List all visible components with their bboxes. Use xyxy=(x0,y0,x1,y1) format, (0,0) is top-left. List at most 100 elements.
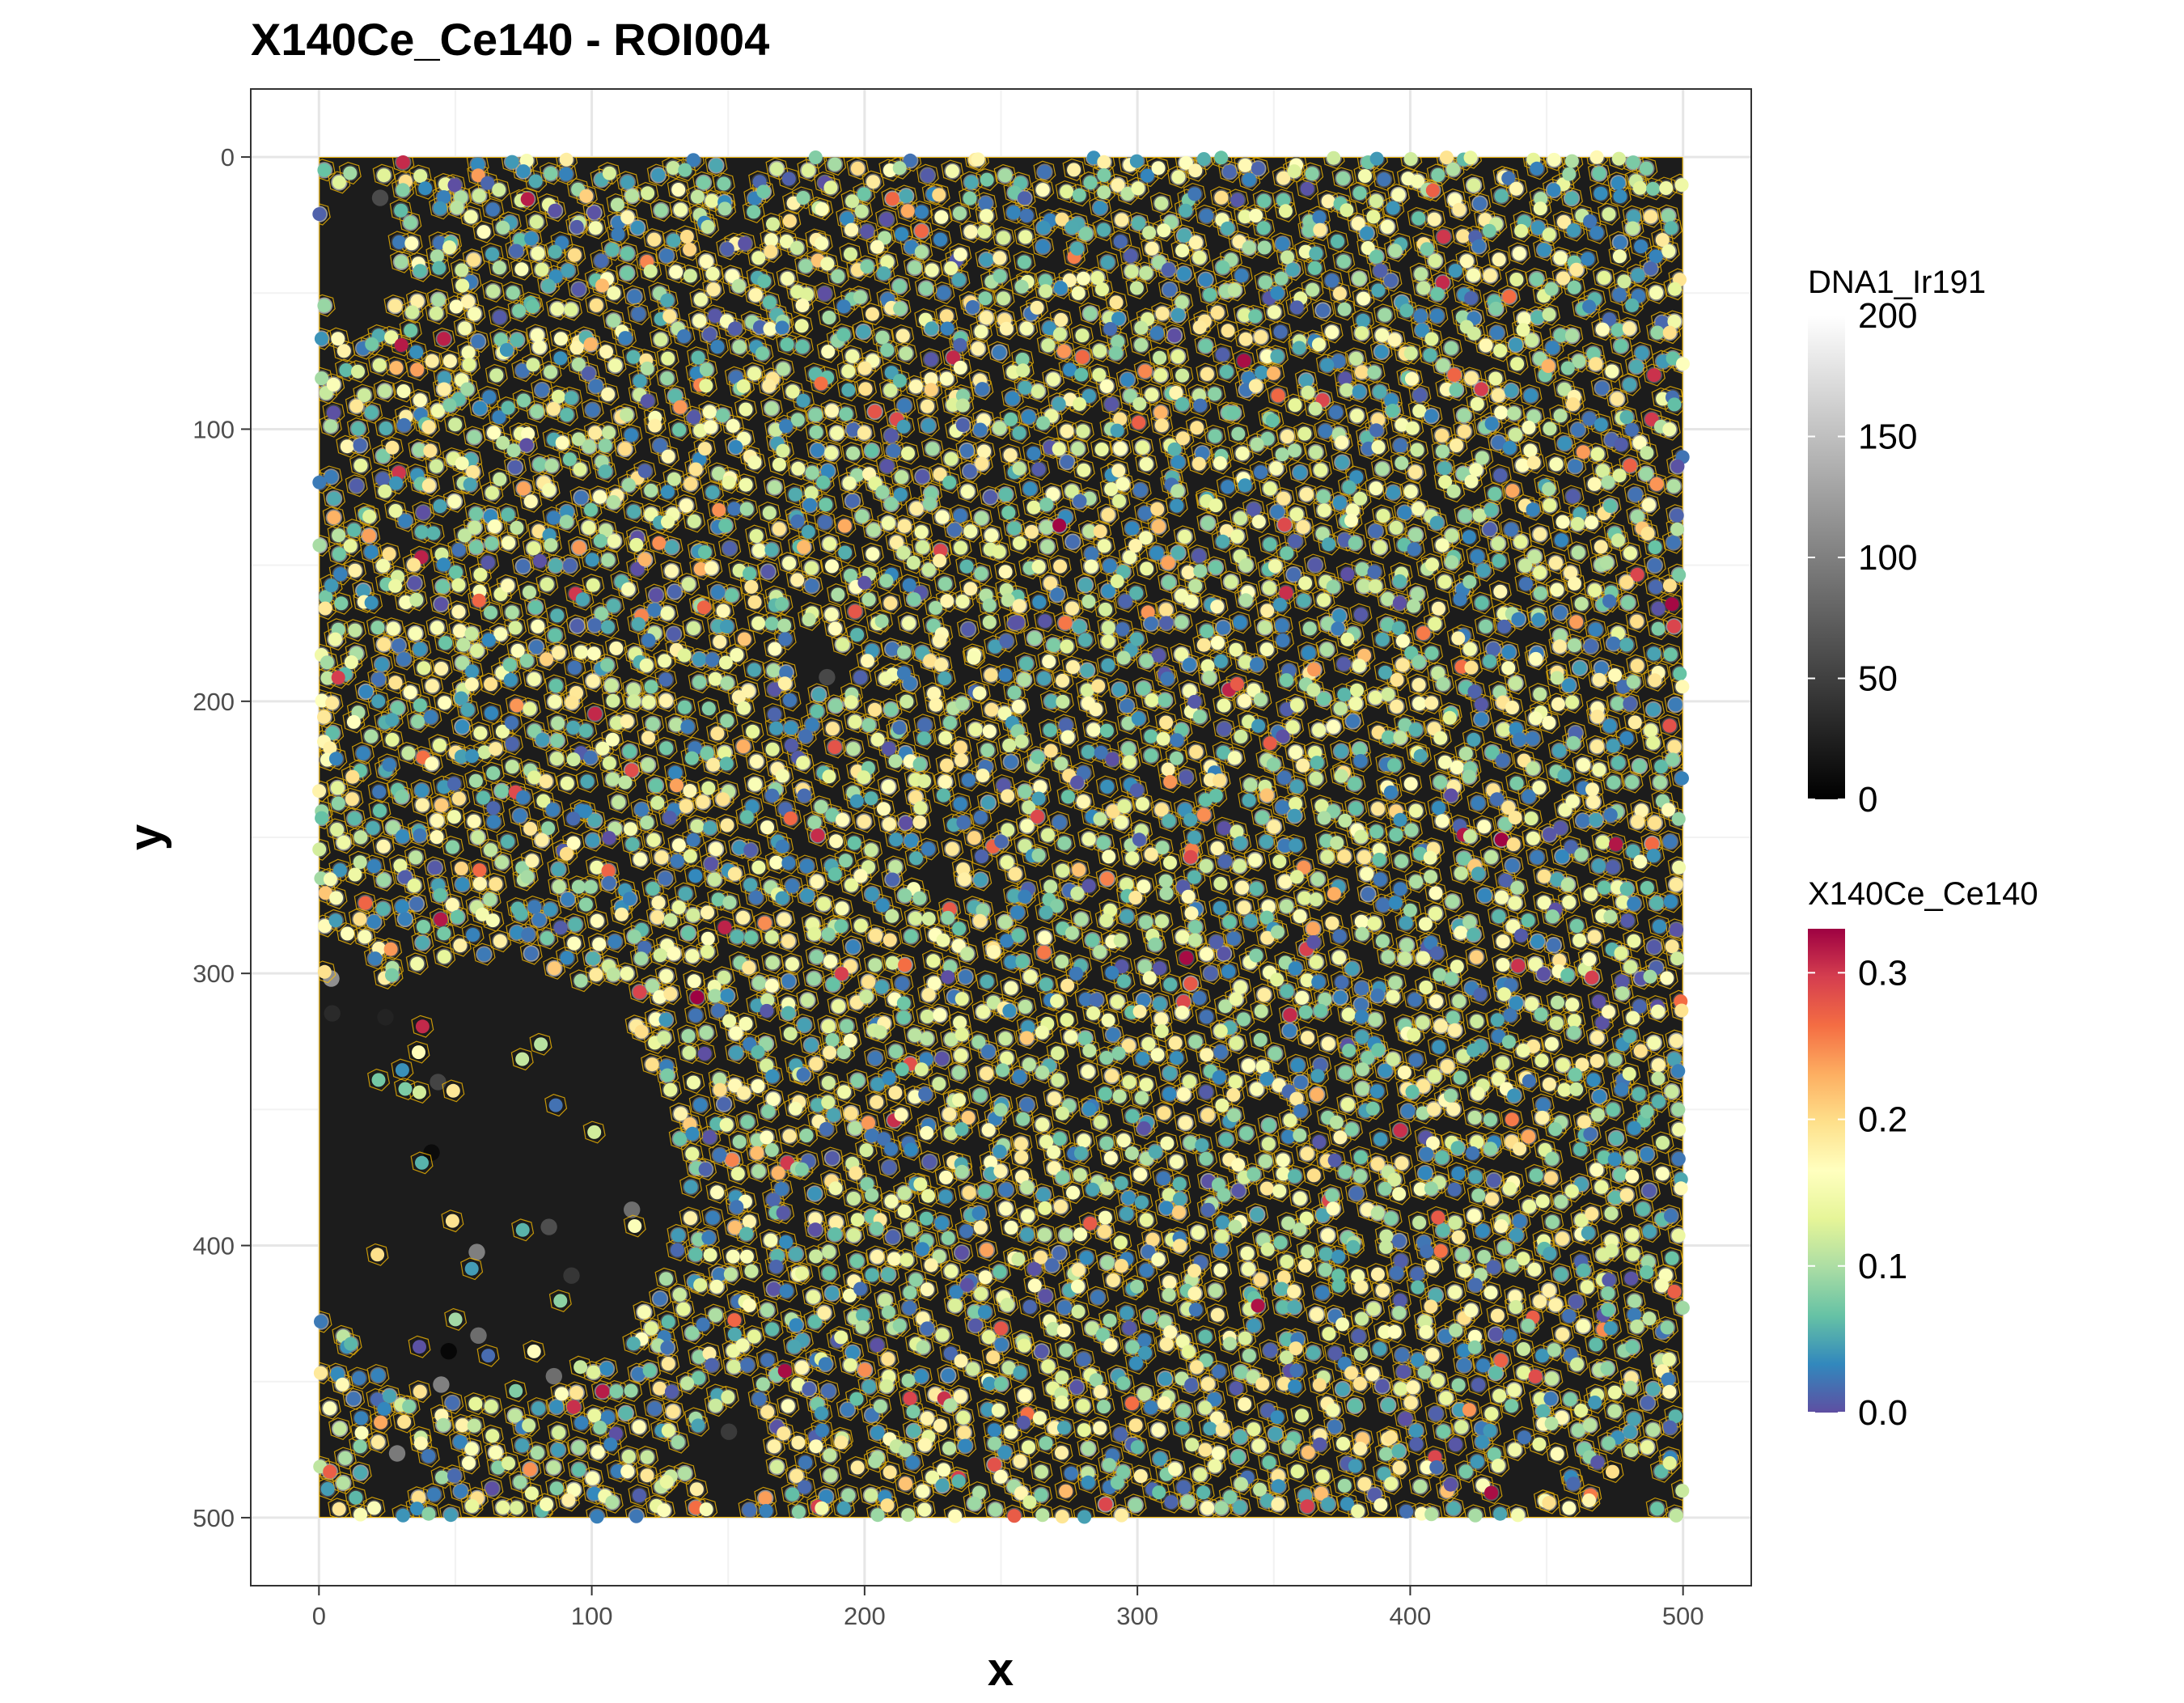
cell-point xyxy=(1131,181,1145,195)
cell-point xyxy=(1238,159,1252,172)
cell-point xyxy=(919,282,933,295)
cell-point xyxy=(993,251,1006,265)
cell-point xyxy=(732,279,746,293)
dna-nucleus xyxy=(468,1243,485,1260)
cell-point xyxy=(1369,194,1383,208)
cell-point xyxy=(589,221,603,235)
cell-point xyxy=(823,180,837,194)
cell-point xyxy=(1072,286,1086,300)
cell-point xyxy=(1370,152,1384,166)
cell-point xyxy=(1612,152,1626,166)
cell-point xyxy=(517,164,531,178)
cell-point xyxy=(1484,269,1497,282)
cell-point xyxy=(954,248,967,261)
cell-point xyxy=(866,307,879,321)
cell-point xyxy=(1171,170,1185,184)
cell-point xyxy=(851,162,865,176)
cell-point xyxy=(1464,291,1478,305)
cell-point xyxy=(395,255,408,269)
cell-point xyxy=(1275,272,1289,286)
cell-point xyxy=(893,279,907,293)
cell-point xyxy=(405,305,419,319)
cell-point xyxy=(1644,261,1657,275)
cell-point xyxy=(526,299,540,313)
cell-point xyxy=(1257,194,1271,208)
cell-point xyxy=(628,290,641,303)
cell-point xyxy=(844,223,858,237)
dna-nucleus xyxy=(540,1218,557,1235)
cell-point xyxy=(521,193,535,206)
cell-point xyxy=(893,302,907,316)
cell-point xyxy=(548,245,562,259)
cell-point xyxy=(700,255,713,269)
cell-point xyxy=(674,203,688,217)
cell-point xyxy=(1389,244,1403,257)
cell-point xyxy=(512,304,526,318)
cell-point xyxy=(535,263,548,277)
cell-point xyxy=(1306,167,1319,180)
cell-point xyxy=(620,176,634,189)
cell-point xyxy=(932,188,946,201)
cell-point xyxy=(1569,263,1583,277)
cell-point xyxy=(815,202,829,216)
cell-point xyxy=(1054,313,1068,327)
cell-point xyxy=(1188,163,1202,177)
cell-point xyxy=(1472,239,1486,253)
cell-point xyxy=(542,279,556,293)
cell-point xyxy=(1036,183,1050,197)
cell-point xyxy=(1565,192,1579,205)
cell-point xyxy=(486,285,500,299)
cell-point xyxy=(971,152,985,166)
cell-point xyxy=(1054,281,1068,294)
cell-point xyxy=(1646,182,1660,196)
cell-point xyxy=(620,210,634,224)
cell-point xyxy=(915,245,929,259)
cell-point xyxy=(1313,223,1327,237)
cell-point xyxy=(1568,281,1581,294)
cell-point xyxy=(524,231,538,245)
cell-point xyxy=(1659,181,1673,195)
cell-point xyxy=(1509,182,1523,196)
cell-point xyxy=(1404,152,1418,166)
cell-point xyxy=(766,218,780,231)
cell-point xyxy=(1286,263,1300,277)
cell-point xyxy=(1079,227,1093,240)
cell-point xyxy=(1130,155,1144,168)
cell-point xyxy=(472,189,486,202)
cell-point xyxy=(1125,265,1139,278)
cell-point xyxy=(1467,269,1480,282)
cell-point xyxy=(1312,210,1326,224)
cell-point xyxy=(979,291,993,305)
cell-point xyxy=(413,264,427,277)
cell-point xyxy=(467,253,480,267)
cell-point xyxy=(568,248,582,262)
cell-point xyxy=(998,168,1012,182)
cell-point xyxy=(796,191,810,205)
cell-point xyxy=(477,225,491,239)
dna-nucleus xyxy=(819,669,835,685)
cell-point xyxy=(823,311,836,324)
cell-point xyxy=(1070,242,1084,256)
cell-point xyxy=(1340,203,1353,217)
cell-point xyxy=(1554,251,1568,265)
cell-point xyxy=(1446,163,1460,176)
cell-point xyxy=(544,167,557,180)
cell-point xyxy=(1483,224,1496,238)
cell-point xyxy=(641,186,654,200)
cell-point xyxy=(1077,272,1090,286)
cell-point xyxy=(1358,169,1372,183)
cell-point xyxy=(1097,185,1111,199)
cell-point xyxy=(631,221,645,235)
cell-point xyxy=(570,220,584,234)
cell-point xyxy=(1187,187,1201,201)
cell-point xyxy=(660,249,674,263)
cell-point xyxy=(1301,182,1314,196)
cell-point xyxy=(1611,176,1625,190)
cell-point xyxy=(607,314,620,328)
cell-point xyxy=(1369,250,1383,264)
dna-nucleus xyxy=(372,189,388,205)
cell-point xyxy=(749,288,763,302)
cell-point xyxy=(1065,221,1079,235)
cell-point xyxy=(1613,235,1627,249)
